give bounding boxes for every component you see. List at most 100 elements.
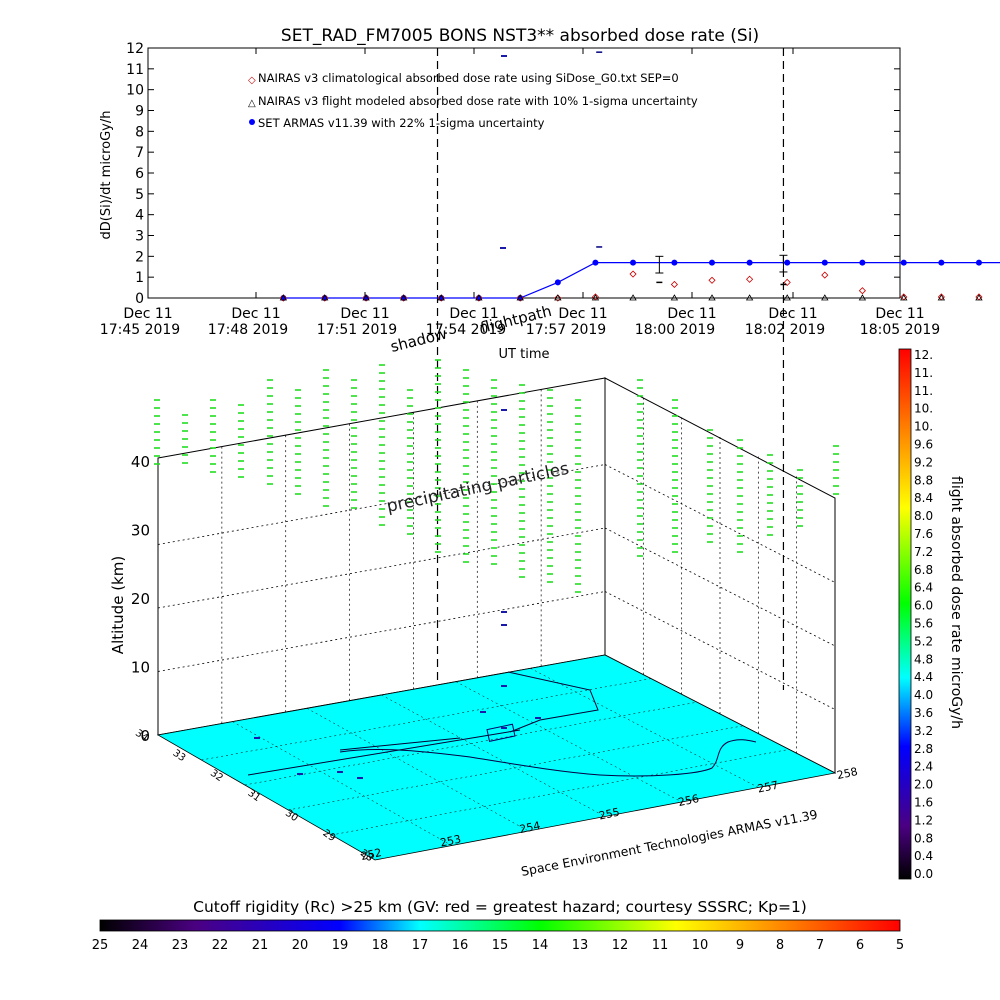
nairas-climatological-point [858, 287, 866, 295]
dose-colorbar-tick-label: 6.0 [914, 599, 933, 613]
shadow-lines [436, 48, 785, 690]
armas-point [859, 259, 866, 266]
longitude-tick-label: 258 [836, 765, 859, 782]
dose-colorbar-tick-label: 5.6 [914, 617, 933, 631]
nairas-climatological-point [279, 294, 287, 302]
altitude-tick-label: 20 [131, 590, 150, 608]
rigidity-colorbar-tick-label: 14 [532, 938, 549, 953]
nairas-climatological-point [437, 294, 445, 302]
dose-colorbar-tick-label: 12. [914, 348, 933, 362]
y-tick-label: 7 [135, 145, 144, 161]
nairas-flight-point [858, 294, 867, 301]
dose-colorbar-tick-label: 2.8 [914, 742, 933, 756]
longitude-ticks: 252 253 254 255 256 257 258 [360, 765, 859, 863]
armas-point [975, 259, 982, 266]
altitude-gridlines [157, 389, 836, 754]
armas-point [784, 259, 791, 266]
rigidity-colorbar-tick-label: 17 [412, 938, 429, 953]
nairas-climatological-point [670, 280, 678, 289]
dose-colorbar-tick-label: 0.4 [914, 849, 933, 863]
altitude-ticks: 0 10 20 30 40 [131, 453, 150, 745]
nairas-flight-point [783, 294, 791, 301]
y-tick-label: 11 [126, 62, 144, 78]
x-tick-label-date: Dec 11 [123, 306, 172, 322]
dose-colorbar-tick-label: 0.8 [914, 831, 933, 845]
dose-colorbar-tick-label: 11. [914, 366, 933, 380]
x-tick-label-date: Dec 11 [558, 306, 607, 322]
nairas-flight-point [629, 294, 637, 301]
y-tick-label: 12 [126, 41, 144, 57]
rigidity-colorbar-tick-label: 21 [252, 938, 269, 953]
altitude-tick-label: 30 [131, 522, 150, 540]
armas-point [746, 259, 753, 266]
rigidity-colorbar-tick-label: 24 [132, 938, 149, 953]
x-tick-label-date: Dec 11 [231, 306, 280, 322]
dose-colorbar-tick-label: 7.6 [914, 527, 933, 541]
floor-gridline [244, 701, 698, 786]
flight-path [339, 739, 757, 777]
legend: ◇ NAIRAS v3 climatological absorbed dose… [248, 71, 698, 130]
x-tick-label-time: 18:02 2019 [745, 322, 825, 338]
nairas-climatological-point [746, 275, 754, 283]
dose-colorbar-ticks: 12. 11. 11. 10. 10. 9.6 9.2 8.8 8.4 8.0 7.6 7.2 6.8 6… [914, 348, 933, 881]
nairas-flight-point [900, 294, 908, 301]
armas-point [630, 259, 637, 266]
floor-gridline [381, 694, 606, 817]
rigidity-colorbar-tick-label: 25 [92, 938, 109, 953]
rigidity-colorbar-tick-label: 10 [692, 938, 709, 953]
dose-colorbar-tick-label: 5.2 [914, 634, 933, 648]
dose-colorbar-tick-label: 4.4 [914, 670, 933, 684]
longitude-tick-label: 253 [439, 833, 462, 850]
y-tick-label: 9 [135, 104, 144, 120]
nairas-climatological-point [554, 294, 562, 302]
dose-colorbar-tick-label: 2.0 [914, 778, 933, 792]
nairas-flight-point [362, 294, 370, 301]
x-tick-label-time: 18:05 2019 [860, 322, 940, 338]
dose-colorbar-tick-label: 0.0 [914, 867, 933, 881]
x-tick-label-date: Dec 11 [449, 306, 498, 322]
x-tick-label-date: Dec 11 [768, 306, 817, 322]
nairas-flight-point [745, 294, 754, 301]
precipitating-particles-label: precipitating particles [385, 459, 571, 517]
altitude-gridline [157, 464, 606, 545]
dose-colorbar-tick-label: 9.6 [914, 438, 933, 452]
longitude-tick-label: 252 [360, 846, 383, 863]
y-tick-label: 0 [135, 291, 144, 307]
y-axis-label: dD(Si)/dt microGy/h [99, 111, 114, 240]
floor-gridline [288, 725, 744, 811]
rigidity-colorbar-tick-label: 15 [492, 938, 509, 953]
altitude-gridline [157, 527, 606, 609]
dose-colorbar-label: flight absorbed dose rate microGy/h [948, 476, 964, 729]
x-tick-label-time: 17:48 2019 [208, 322, 288, 338]
dose-colorbar-tick-label: 9.2 [914, 455, 933, 469]
y-tick-label: 4 [135, 208, 144, 224]
legend-nairas-climatological: NAIRAS v3 climatological absorbed dose r… [258, 71, 679, 85]
longitude-tick-label: 256 [677, 792, 700, 809]
altitude-tick-label: 0 [140, 727, 150, 745]
shadow-annotation: shadow [389, 325, 449, 356]
armas-dose-markers [254, 55, 541, 779]
longitude-tick-label: 254 [518, 819, 541, 836]
floor-gridline [306, 708, 529, 832]
armas-point [709, 259, 715, 266]
nairas-flight-point [437, 294, 445, 301]
longitude-tick-label: 255 [598, 806, 621, 823]
dose-colorbar: 12. 11. 11. 10. 10. 9.6 9.2 8.8 8.4 8.0 7.6 7.2 6.8 6… [898, 348, 964, 881]
nairas-climatological-point [362, 294, 370, 302]
x-tick-label-date: Dec 11 [875, 306, 924, 322]
longitude-tick-label: 257 [756, 779, 779, 796]
altitude-gridline [157, 591, 606, 672]
nairas-flight-point [975, 294, 983, 301]
rigidity-colorbar-tick-label: 22 [212, 938, 229, 953]
dose-colorbar-tick-label: 8.0 [914, 509, 933, 523]
y-tick-label: 10 [126, 83, 144, 99]
y-tick-label: 1 [135, 270, 144, 286]
series-layer [279, 51, 1000, 302]
rigidity-colorbar-tick-label: 7 [816, 938, 824, 953]
x-tick-label-time: 17:51 2019 [317, 322, 397, 338]
coastline-lines [247, 671, 599, 776]
floor-gridline [232, 721, 452, 846]
